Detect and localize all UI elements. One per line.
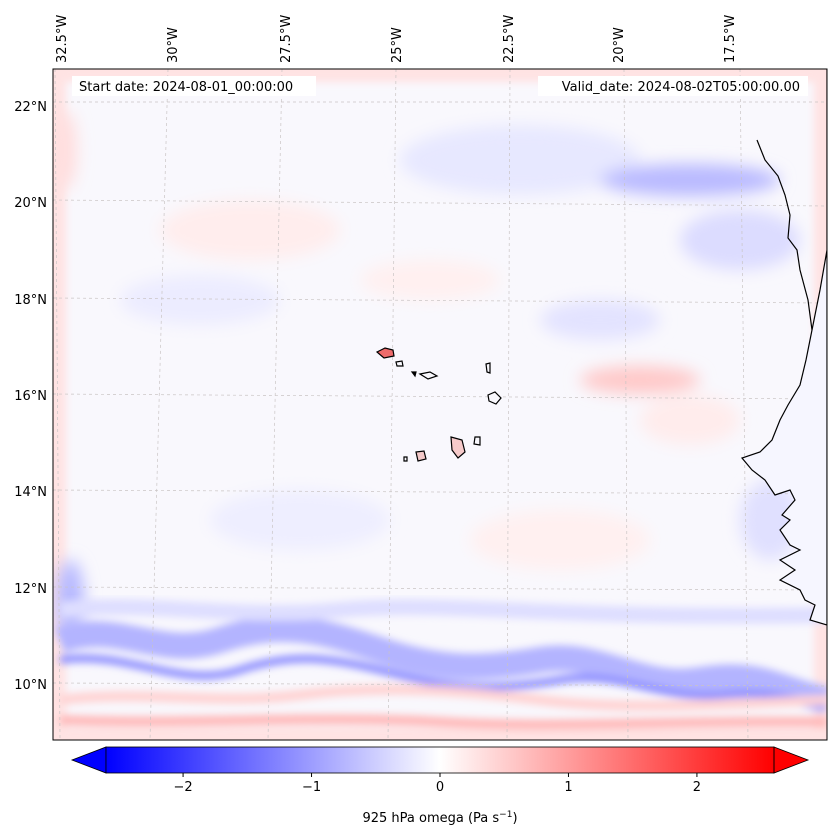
colorbar-min-extend xyxy=(70,746,107,774)
lat-label: 12°N xyxy=(14,582,47,597)
lat-label: 16°N xyxy=(14,389,47,404)
lat-label: 14°N xyxy=(14,485,47,500)
lon-label: 20°W xyxy=(612,27,627,63)
colorbar: −2 −1 0 1 2 925 hPa omega (Pa s−1) xyxy=(70,746,810,826)
start-date-box xyxy=(72,76,316,96)
valid-date-box xyxy=(538,76,808,96)
omega-field xyxy=(53,69,827,740)
colorbar-tick-label: −1 xyxy=(302,780,321,795)
lon-label: 25°W xyxy=(390,27,405,63)
lat-label: 20°N xyxy=(14,196,47,211)
lon-label: 30°W xyxy=(166,27,181,63)
latitude-labels: 22°N 20°N 18°N 16°N 14°N 12°N 10°N xyxy=(14,100,47,693)
lat-label: 10°N xyxy=(14,678,47,693)
longitude-labels: 32.5°W 30°W 27.5°W 25°W 22.5°W 20°W 17.5… xyxy=(55,15,738,63)
colorbar-tick-label: 1 xyxy=(564,780,572,795)
lon-label: 27.5°W xyxy=(279,15,294,63)
lat-label: 22°N xyxy=(14,100,47,115)
lon-label: 22.5°W xyxy=(502,15,517,63)
lon-label: 32.5°W xyxy=(55,15,70,63)
colorbar-tick-label: 0 xyxy=(436,780,444,795)
lon-label: 17.5°W xyxy=(723,15,738,63)
valid-date-label: Valid_date: 2024-08-02T05:00:00.00 xyxy=(562,80,800,95)
lat-label: 18°N xyxy=(14,293,47,308)
colorbar-tick-label: 2 xyxy=(693,780,701,795)
colorbar-gradient xyxy=(106,747,774,773)
colorbar-max-extend xyxy=(773,746,810,774)
graticule xyxy=(53,69,827,740)
coastline-north xyxy=(756,139,813,331)
map-frame xyxy=(52,68,828,741)
colorbar-label: 925 hPa omega (Pa s−1) xyxy=(362,810,517,826)
cabo-verde-islands xyxy=(375,347,502,462)
start-date-label: Start date: 2024-08-01_00:00:00 xyxy=(79,80,293,95)
african-coastline xyxy=(740,69,827,626)
colorbar-ticks: −2 −1 0 1 2 xyxy=(173,773,701,795)
colorbar-tick-label: −2 xyxy=(173,780,192,795)
